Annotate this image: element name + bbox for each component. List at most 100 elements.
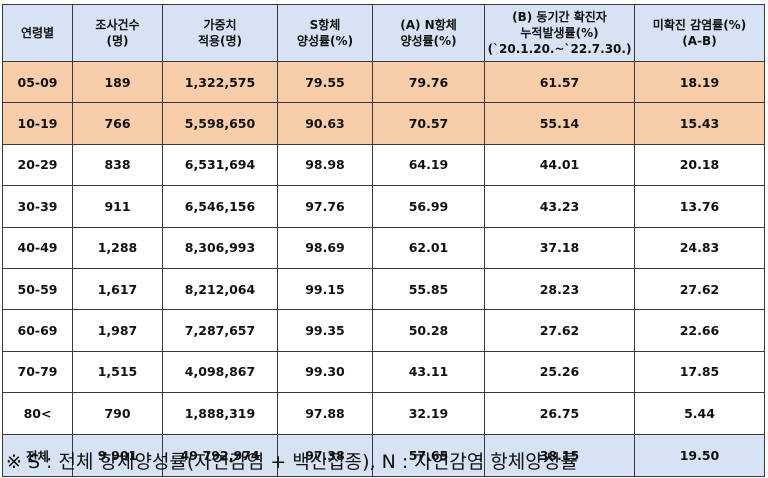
table-cell: 4,098,867 bbox=[162, 350, 278, 394]
table-cell: 70.57 bbox=[372, 102, 485, 145]
table-cell: 6,546,156 bbox=[162, 185, 278, 228]
table-cell: 1,515 bbox=[72, 350, 163, 394]
table-row: 30-39 911 6,546,156 97.76 56.99 43.23 13.76 bbox=[2, 185, 765, 228]
table-row: 05-09 189 1,322,575 79.55 79.76 61.57 18.19 bbox=[2, 60, 765, 104]
column-header-line: (B) 동기간 확진자 bbox=[512, 10, 607, 24]
table-cell: 90.63 bbox=[277, 102, 373, 145]
table-cell: 766 bbox=[72, 102, 163, 145]
table-row: 10-19 766 5,598,650 90.63 70.57 55.14 15.43 bbox=[2, 102, 765, 145]
column-header-line: (A-B) bbox=[682, 34, 717, 48]
table-cell: 28.23 bbox=[484, 267, 635, 311]
table-cell: 79.76 bbox=[372, 60, 485, 104]
table-cell: 56.99 bbox=[372, 185, 485, 228]
total-label-cell: 전체 bbox=[2, 433, 73, 477]
footnote: ※ S : 전체 항체양성률(자연감염 + 백신접종), N : 자연감염 항체… bbox=[6, 451, 578, 473]
age-group-cell: 05-09 bbox=[2, 60, 73, 104]
column-header-line: 누적발생률(%) bbox=[520, 26, 599, 40]
table-cell: 24.83 bbox=[634, 226, 765, 269]
table-cell: 7,287,657 bbox=[162, 309, 278, 352]
table-cell: 911 bbox=[72, 185, 163, 228]
column-header-line: (명) bbox=[106, 34, 129, 48]
table-cell: 6,531,694 bbox=[162, 143, 278, 187]
column-header-line: (`20.1.20.~`22.7.30.) bbox=[487, 42, 632, 56]
table-cell: 17.85 bbox=[634, 350, 765, 394]
table-cell: 97.76 bbox=[277, 185, 373, 228]
table-cell: 5.44 bbox=[634, 392, 765, 435]
table-row: 80< 790 1,888,319 97.88 32.19 26.75 5.44 bbox=[2, 392, 765, 435]
table-row: 60-69 1,987 7,287,657 99.35 50.28 27.62 22.66 bbox=[2, 309, 765, 352]
table-cell: 18.19 bbox=[634, 60, 765, 104]
column-header-line: 미확진 감염률(%) bbox=[652, 18, 747, 32]
table-cell: 61.57 bbox=[484, 60, 635, 104]
column-header-line: (A) N항체 bbox=[400, 18, 457, 32]
column-header-line: 조사건수 bbox=[95, 18, 140, 32]
age-group-cell: 40-49 bbox=[2, 226, 73, 269]
age-group-cell: 70-79 bbox=[2, 350, 73, 394]
table-cell: 25.26 bbox=[484, 350, 635, 394]
age-group-cell: 60-69 bbox=[2, 309, 73, 352]
column-header: 가중치 적용(명) bbox=[162, 4, 278, 62]
total-cell: 19.50 bbox=[634, 433, 765, 477]
age-group-cell: 50-59 bbox=[2, 267, 73, 311]
column-header-line: 연령별 bbox=[20, 26, 55, 40]
table-header-row: 연령별 조사건수 (명) 가중치 적용(명) S항체 양성률(%) (A) N항체 양성률(%)… bbox=[2, 4, 765, 62]
table-cell: 15.43 bbox=[634, 102, 765, 145]
total-cell: 97.38 bbox=[277, 433, 373, 477]
table-cell: 13.76 bbox=[634, 185, 765, 228]
table-cell: 97.88 bbox=[277, 392, 373, 435]
table-cell: 26.75 bbox=[484, 392, 635, 435]
total-row: 전체 9,901 49,792,974 97.38 57.65 38.15 19.50 bbox=[2, 433, 765, 477]
table-row: 70-79 1,515 4,098,867 99.30 43.11 25.26 17.85 bbox=[2, 350, 765, 394]
table-cell: 8,306,993 bbox=[162, 226, 278, 269]
column-header-line: 양성률(%) bbox=[296, 34, 354, 48]
table-cell: 5,598,650 bbox=[162, 102, 278, 145]
age-group-cell: 30-39 bbox=[2, 185, 73, 228]
table-cell: 189 bbox=[72, 60, 163, 104]
table-cell: 790 bbox=[72, 392, 163, 435]
table-cell: 99.15 bbox=[277, 267, 373, 311]
table-cell: 838 bbox=[72, 143, 163, 187]
table-row: 20-29 838 6,531,694 98.98 64.19 44.01 20.18 bbox=[2, 143, 765, 187]
table-cell: 62.01 bbox=[372, 226, 485, 269]
column-header: 연령별 bbox=[2, 4, 73, 62]
table-cell: 99.35 bbox=[277, 309, 373, 352]
table-cell: 55.14 bbox=[484, 102, 635, 145]
table-cell: 99.30 bbox=[277, 350, 373, 394]
table-row: 50-59 1,617 8,212,064 99.15 55.85 28.23 27.62 bbox=[2, 267, 765, 311]
table-cell: 1,617 bbox=[72, 267, 163, 311]
seroprevalence-table: 연령별 조사건수 (명) 가중치 적용(명) S항체 양성률(%) (A) N항체 양성률(%)… bbox=[2, 4, 765, 477]
table-cell: 1,322,575 bbox=[162, 60, 278, 104]
column-header-line: S항체 bbox=[309, 18, 341, 32]
table-cell: 43.11 bbox=[372, 350, 485, 394]
total-cell: 49,792,974 bbox=[162, 433, 278, 477]
table-cell: 1,288 bbox=[72, 226, 163, 269]
age-group-cell: 20-29 bbox=[2, 143, 73, 187]
table-cell: 8,212,064 bbox=[162, 267, 278, 311]
table-cell: 44.01 bbox=[484, 143, 635, 187]
column-header-line: 가중치 bbox=[203, 18, 237, 32]
seroprevalence-table-container: 연령별 조사건수 (명) 가중치 적용(명) S항체 양성률(%) (A) N항체 양성률(%)… bbox=[2, 4, 765, 477]
table-cell: 27.62 bbox=[634, 267, 765, 311]
table-cell: 1,888,319 bbox=[162, 392, 278, 435]
table-cell: 37.18 bbox=[484, 226, 635, 269]
table-cell: 1,987 bbox=[72, 309, 163, 352]
table-cell: 20.18 bbox=[634, 143, 765, 187]
table-cell: 22.66 bbox=[634, 309, 765, 352]
total-cell: 38.15 bbox=[484, 433, 635, 477]
age-group-cell: 80< bbox=[2, 392, 73, 435]
table-cell: 27.62 bbox=[484, 309, 635, 352]
table-cell: 50.28 bbox=[372, 309, 485, 352]
table-row: 40-49 1,288 8,306,993 98.69 62.01 37.18 24.83 bbox=[2, 226, 765, 269]
table-cell: 98.98 bbox=[277, 143, 373, 187]
table-cell: 55.85 bbox=[372, 267, 485, 311]
table-cell: 98.69 bbox=[277, 226, 373, 269]
column-header: 조사건수 (명) bbox=[72, 4, 163, 62]
age-group-cell: 10-19 bbox=[2, 102, 73, 145]
table-cell: 32.19 bbox=[372, 392, 485, 435]
table-cell: 43.23 bbox=[484, 185, 635, 228]
table-cell: 79.55 bbox=[277, 60, 373, 104]
column-header-line: 양성률(%) bbox=[400, 34, 457, 48]
